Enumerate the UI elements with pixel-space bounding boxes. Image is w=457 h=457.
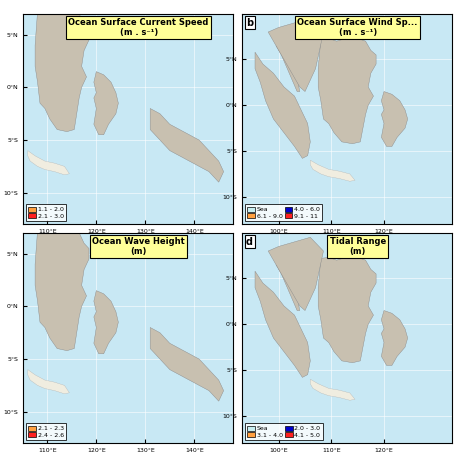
- Polygon shape: [268, 237, 324, 311]
- Polygon shape: [310, 160, 355, 181]
- Text: Ocean Wave Height
(m): Ocean Wave Height (m): [92, 237, 185, 256]
- Polygon shape: [318, 37, 376, 143]
- Text: Tidal Range
(m): Tidal Range (m): [329, 237, 386, 256]
- Polygon shape: [94, 72, 118, 135]
- Polygon shape: [150, 328, 223, 401]
- Legend: 2.1 - 2.3, 2.4 - 2.6: 2.1 - 2.3, 2.4 - 2.6: [26, 423, 66, 440]
- Polygon shape: [255, 52, 310, 159]
- Polygon shape: [35, 8, 89, 132]
- Polygon shape: [268, 18, 324, 91]
- Text: Ocean Surface Wind Sp...
(m . s⁻¹): Ocean Surface Wind Sp... (m . s⁻¹): [298, 18, 418, 37]
- Text: d: d: [246, 237, 253, 247]
- Legend: Sea, 3.1 - 4.0, 2.0 - 3.0, 4.1 - 5.0: Sea, 3.1 - 4.0, 2.0 - 3.0, 4.1 - 5.0: [245, 423, 323, 440]
- Legend: 1.1 - 2.0, 2.1 - 3.0: 1.1 - 2.0, 2.1 - 3.0: [26, 204, 66, 221]
- Polygon shape: [150, 108, 223, 182]
- Polygon shape: [28, 370, 69, 394]
- Polygon shape: [255, 271, 310, 377]
- Polygon shape: [94, 291, 118, 354]
- Polygon shape: [381, 91, 408, 146]
- Text: Ocean Surface Current Speed
(m . s⁻¹): Ocean Surface Current Speed (m . s⁻¹): [69, 18, 209, 37]
- Polygon shape: [28, 151, 69, 175]
- Polygon shape: [35, 228, 89, 351]
- Legend: Sea, 6.1 - 9.0, 4.0 - 6.0, 9.1 - 11: Sea, 6.1 - 9.0, 4.0 - 6.0, 9.1 - 11: [245, 204, 322, 221]
- Polygon shape: [310, 379, 355, 400]
- Polygon shape: [276, 265, 300, 311]
- Polygon shape: [318, 255, 376, 363]
- Polygon shape: [276, 46, 300, 91]
- Text: b: b: [246, 18, 253, 28]
- Polygon shape: [381, 311, 408, 366]
